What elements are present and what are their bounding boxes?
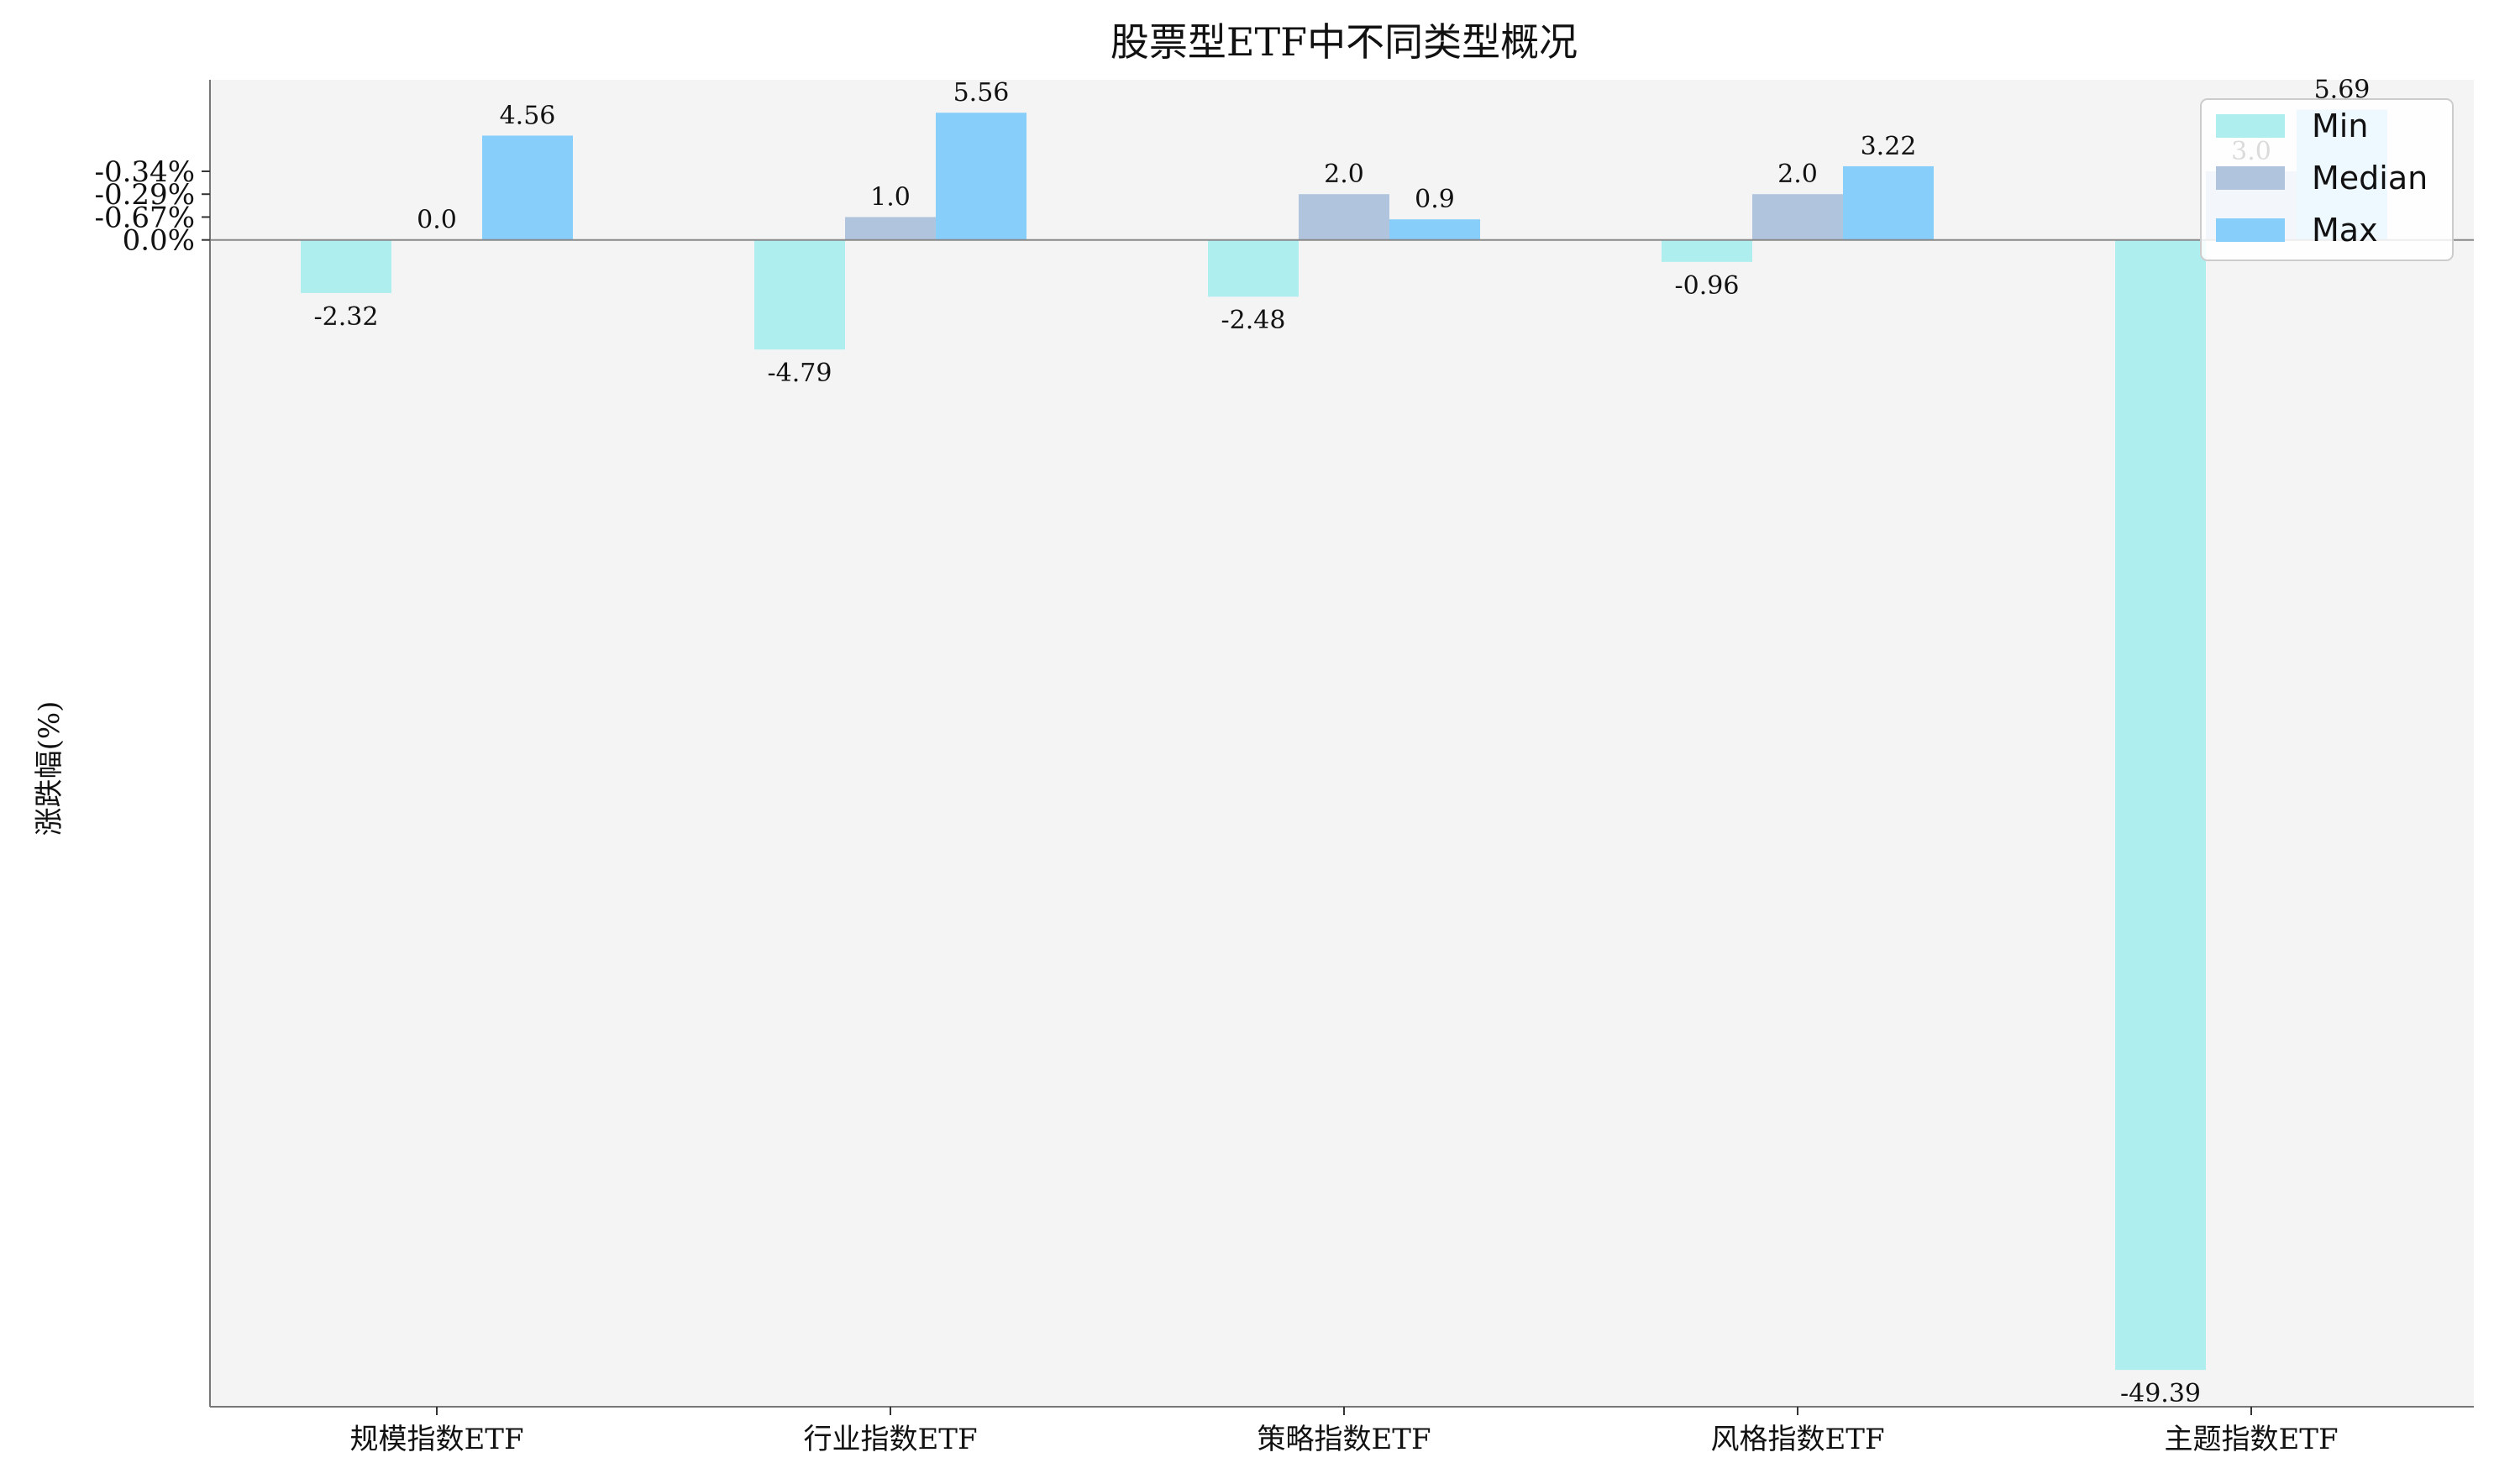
bar-min: [754, 239, 845, 350]
bar-min: [1208, 239, 1299, 297]
legend-label-median: Median: [2312, 160, 2428, 197]
y-tick-label: -0.67%: [95, 201, 196, 234]
bar-max: [936, 113, 1026, 240]
data-label: -49.39: [2120, 1379, 2201, 1408]
bar-min: [1662, 239, 1752, 262]
bar-min: [301, 239, 391, 293]
bar-max: [482, 135, 573, 240]
data-label: 2.0: [1777, 160, 1818, 189]
data-label: 2.0: [1324, 160, 1364, 189]
legend-label-max: Max: [2312, 212, 2378, 249]
y-tick-label: -0.34%: [95, 155, 196, 189]
y-axis: 0.0%-0.67%-0.29%-0.34%: [95, 80, 2474, 1407]
x-tick-label: 策略指数ETF: [1257, 1423, 1431, 1456]
legend: Min Median Max: [2200, 98, 2454, 261]
data-label: 0.9: [1415, 185, 1455, 214]
bar-max: [1389, 219, 1480, 240]
data-label: 0.0: [417, 206, 457, 235]
data-label: 3.22: [1861, 132, 1917, 161]
data-label: 5.56: [953, 78, 1010, 107]
data-label: 1.0: [870, 182, 911, 212]
x-axis: 规模指数ETF 行业指数ETF 策略指数ETF 风格指数ETF 主题指数ETF: [210, 1406, 2474, 1456]
data-label: -2.32: [314, 302, 379, 332]
legend-label-min: Min: [2312, 107, 2368, 144]
y-tick-label: -0.29%: [95, 178, 196, 212]
x-tick-label: 行业指数ETF: [803, 1423, 977, 1456]
bar-median: [845, 217, 936, 240]
plot-background: [210, 80, 2474, 1407]
legend-swatch-max: [2216, 218, 2285, 242]
legend-swatch-median: [2216, 166, 2285, 190]
data-label: 4.56: [500, 101, 556, 130]
data-label: -0.96: [1675, 271, 1740, 301]
bar-min: [2115, 239, 2206, 1371]
bar-median: [1752, 194, 1843, 240]
x-tick-label: 主题指数ETF: [2164, 1423, 2338, 1456]
legend-swatch-min: [2216, 114, 2285, 138]
chart-title: 股票型ETF中不同类型概况: [1110, 19, 1578, 65]
data-label: -4.79: [768, 359, 832, 388]
x-tick-label: 风格指数ETF: [1710, 1423, 1884, 1456]
x-tick-label: 规模指数ETF: [349, 1423, 523, 1456]
bar-max: [1843, 165, 1934, 240]
bar-median: [1299, 194, 1389, 240]
y-tick-label: 0.0%: [123, 224, 195, 258]
data-label: -2.48: [1221, 306, 1286, 335]
y-axis-label: 涨跌幅(%): [33, 701, 66, 836]
